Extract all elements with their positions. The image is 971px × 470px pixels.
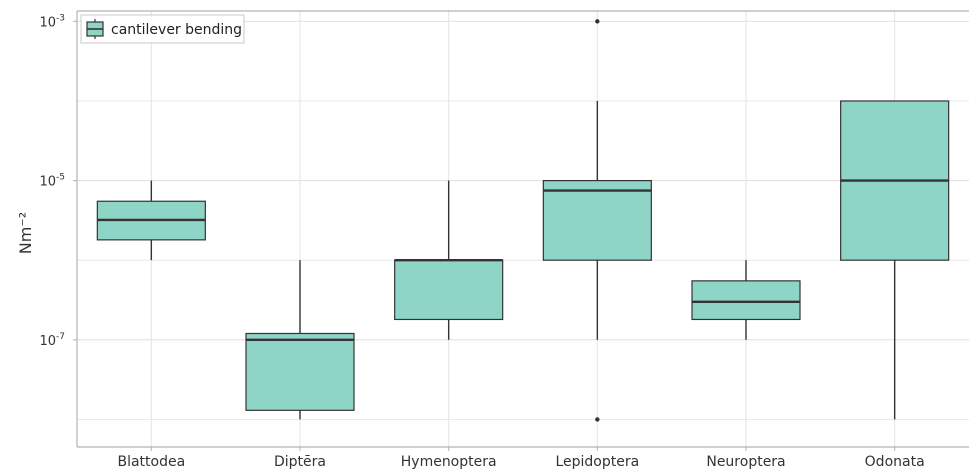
box-iqr [691, 280, 801, 321]
legend-label: cantilever bending [111, 22, 242, 38]
box-5 [691, 260, 801, 340]
box-iqr [245, 332, 355, 411]
outlier-point [595, 19, 600, 24]
legend-box [80, 14, 245, 44]
box-6 [840, 100, 950, 420]
boxes [96, 19, 950, 422]
y-tick-label: 10-5 [39, 173, 65, 190]
box-1 [96, 180, 206, 261]
grid [77, 11, 969, 447]
y-tick-labels: 10-7 10-5 10-3 [39, 13, 77, 349]
box-4 [542, 19, 652, 422]
x-tick-label: Diptēra [274, 454, 326, 470]
outlier-point [595, 417, 600, 422]
y-tick-label: 10-3 [39, 13, 65, 30]
x-tick-labels: Blattodea Diptēra Hymenoptera Lepidoptera Ne… [117, 447, 925, 470]
y-axis-label: Nm⁻² [16, 212, 35, 254]
box-2 [245, 260, 355, 420]
axes [76, 10, 969, 448]
x-tick-label: Lepidoptera [555, 454, 639, 470]
x-tick-label: Hymenoptera [401, 454, 497, 470]
box-3 [394, 180, 504, 340]
x-tick-label: Odonata [865, 454, 925, 470]
x-tick-label: Blattodea [117, 454, 185, 470]
legend-key-icon [86, 19, 104, 39]
y-tick-label: 10-7 [39, 332, 65, 349]
x-tick-label: Neuroptera [706, 454, 785, 470]
legend: cantilever bending [80, 14, 245, 44]
box-iqr [394, 259, 504, 321]
box-iqr [542, 179, 652, 261]
